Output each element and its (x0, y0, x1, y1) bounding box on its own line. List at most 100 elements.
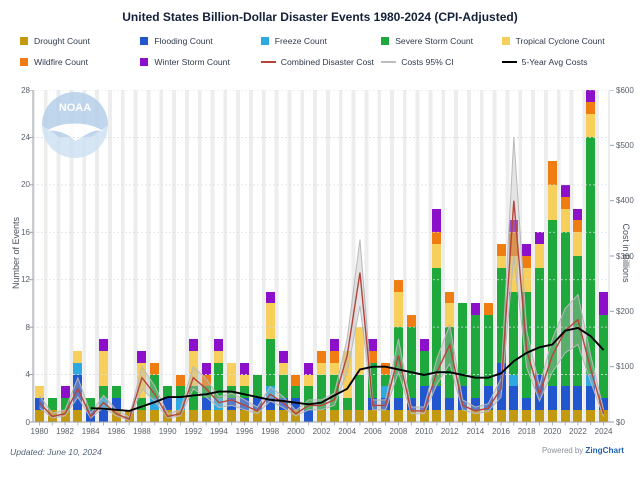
bar-segment-tropical-cyclone-count-2023[interactable] (586, 113, 596, 138)
bar-segment-freeze-count-1994[interactable] (214, 398, 224, 411)
bar-segment-drought-count-2012[interactable] (445, 410, 455, 422)
bar-segment-wildfire-count-2018[interactable] (522, 256, 532, 268)
bar-segment-winter-storm-count-2010[interactable] (419, 339, 429, 351)
bar-segment-drought-count-2014[interactable] (470, 410, 480, 422)
bar-segment-freeze-count-2023[interactable] (586, 374, 596, 387)
bar-segment-winter-storm-count-1982[interactable] (60, 386, 70, 399)
bar-segment-flooding-count-1995[interactable] (227, 398, 237, 411)
bar-segment-tropical-cyclone-count-1994[interactable] (214, 350, 224, 363)
bar-segment-drought-count-1980[interactable] (34, 410, 44, 422)
bar-segment-drought-count-2005[interactable] (355, 410, 365, 422)
legend-item-tropical-cyclone-count[interactable]: Tropical Cyclone Count (501, 36, 622, 46)
bar-segment-winter-storm-count-2011[interactable] (432, 208, 442, 233)
bar-segment-flooding-count-2015[interactable] (483, 386, 493, 411)
bar-segment-drought-count-2018[interactable] (522, 410, 532, 422)
bar-segment-flooding-count-2017[interactable] (509, 386, 519, 411)
bar-segment-flooding-count-2022[interactable] (573, 386, 583, 411)
bar-segment-severe-storm-count-2001[interactable] (304, 386, 314, 411)
bar-segment-severe-storm-count-1988[interactable] (137, 398, 147, 411)
bar-segment-wildfire-count-2007[interactable] (381, 362, 391, 375)
bar-segment-wildfire-count-2008[interactable] (393, 279, 403, 292)
bar-segment-freeze-count-1998[interactable] (265, 386, 275, 399)
legend-item-winter-storm-count[interactable]: Winter Storm Count (140, 57, 260, 67)
bar-segment-drought-count-2006[interactable] (368, 410, 378, 422)
bar-segment-drought-count-2017[interactable] (509, 410, 519, 422)
bar-segment-tropical-cyclone-count-1998[interactable] (265, 303, 275, 339)
bar-segment-drought-count-2007[interactable] (381, 410, 391, 422)
bar-segment-wildfire-count-2022[interactable] (573, 220, 583, 233)
bar-segment-tropical-cyclone-count-2018[interactable] (522, 267, 532, 292)
bar-segment-winter-storm-count-2024[interactable] (599, 291, 609, 316)
bar-segment-flooding-count-2020[interactable] (547, 386, 557, 411)
bar-segment-severe-storm-count-2018[interactable] (522, 291, 532, 399)
bar-segment-severe-storm-count-2002[interactable] (317, 374, 326, 411)
bar-segment-winter-storm-count-1996[interactable] (240, 362, 250, 375)
bar-segment-drought-count-1983[interactable] (73, 410, 83, 422)
bar-segment-severe-storm-count-2009[interactable] (406, 327, 416, 399)
bar-segment-winter-storm-count-1999[interactable] (278, 350, 288, 363)
bar-segment-flooding-count-2013[interactable] (458, 386, 468, 411)
bar-segment-drought-count-1999[interactable] (278, 410, 288, 422)
bar-segment-winter-storm-count-1994[interactable] (214, 339, 224, 351)
bar-segment-winter-storm-count-1988[interactable] (137, 350, 147, 363)
bar-segment-flooding-count-1984[interactable] (86, 410, 96, 422)
bar-segment-drought-count-1987[interactable] (124, 410, 134, 422)
bar-segment-severe-storm-count-2023[interactable] (586, 137, 596, 375)
bar-segment-drought-count-1981[interactable] (47, 410, 57, 422)
bar-segment-drought-count-2023[interactable] (586, 410, 596, 422)
bar-segment-severe-storm-count-1997[interactable] (252, 374, 262, 399)
bar-segment-freeze-count-1991[interactable] (175, 398, 185, 411)
bar-segment-severe-storm-count-1998[interactable] (265, 339, 275, 387)
bar-segment-severe-storm-count-2024[interactable] (599, 315, 609, 399)
bar-segment-wildfire-count-2011[interactable] (432, 232, 442, 245)
bar-segment-drought-count-2024[interactable] (599, 410, 609, 422)
bar-segment-severe-storm-count-1993[interactable] (201, 386, 211, 399)
bar-segment-drought-count-1992[interactable] (188, 410, 198, 422)
bar-segment-winter-storm-count-2018[interactable] (522, 244, 532, 256)
bar-segment-freeze-count-2017[interactable] (509, 374, 519, 387)
bar-segment-wildfire-count-2023[interactable] (586, 101, 596, 114)
bar-segment-winter-storm-count-2021[interactable] (560, 184, 570, 197)
bar-segment-wildfire-count-2000[interactable] (291, 374, 301, 387)
bar-segment-severe-storm-count-1982[interactable] (60, 398, 70, 411)
bar-segment-drought-count-1986[interactable] (111, 410, 121, 422)
bar-segment-flooding-count-2018[interactable] (522, 398, 532, 411)
bar-segment-severe-storm-count-2019[interactable] (534, 267, 544, 375)
bar-segment-drought-count-2000[interactable] (291, 410, 301, 422)
bar-segment-tropical-cyclone-count-1983[interactable] (73, 350, 83, 363)
bar-segment-severe-storm-count-2016[interactable] (496, 267, 506, 363)
bar-segment-tropical-cyclone-count-1995[interactable] (227, 362, 237, 387)
bar-segment-severe-storm-count-1991[interactable] (175, 386, 185, 399)
bar-segment-drought-count-1982[interactable] (60, 410, 70, 422)
bar-segment-winter-storm-count-2022[interactable] (573, 208, 583, 221)
bar-segment-tropical-cyclone-count-2002[interactable] (317, 362, 326, 375)
bar-segment-flooding-count-1986[interactable] (111, 398, 121, 411)
bar-segment-severe-storm-count-2017[interactable] (509, 291, 519, 375)
bar-segment-severe-storm-count-1985[interactable] (99, 386, 109, 399)
bar-segment-freeze-count-2007[interactable] (381, 386, 391, 399)
bar-segment-flooding-count-2011[interactable] (432, 386, 442, 411)
bar-segment-flooding-count-2014[interactable] (470, 398, 480, 411)
bar-segment-flooding-count-2001[interactable] (304, 410, 314, 422)
bar-segment-wildfire-count-2002[interactable] (317, 350, 326, 363)
bar-segment-wildfire-count-2020[interactable] (547, 161, 557, 185)
bar-segment-drought-count-1993[interactable] (201, 410, 211, 422)
legend-item-freeze-count[interactable]: Freeze Count (260, 36, 381, 46)
bar-segment-tropical-cyclone-count-2020[interactable] (547, 184, 557, 221)
bar-segment-tropical-cyclone-count-2017[interactable] (509, 256, 519, 292)
bar-segment-flooding-count-1997[interactable] (252, 398, 262, 411)
bar-segment-flooding-count-2019[interactable] (534, 374, 544, 411)
bar-segment-flooding-count-1983[interactable] (73, 374, 83, 411)
bar-segment-severe-storm-count-1992[interactable] (188, 386, 198, 411)
bar-segment-tropical-cyclone-count-2011[interactable] (432, 244, 442, 268)
bar-segment-drought-count-1988[interactable] (137, 410, 147, 422)
bar-segment-drought-count-2022[interactable] (573, 410, 583, 422)
bar-segment-wildfire-count-2006[interactable] (368, 350, 378, 363)
bar-segment-freeze-count-1989[interactable] (150, 398, 160, 411)
bar-segment-drought-count-1991[interactable] (175, 410, 185, 422)
bar-segment-drought-count-1997[interactable] (252, 410, 262, 422)
bar-segment-wildfire-count-2021[interactable] (560, 196, 570, 209)
bar-segment-severe-storm-count-2022[interactable] (573, 256, 583, 387)
bar-segment-flooding-count-1996[interactable] (240, 398, 250, 411)
bar-segment-wildfire-count-1989[interactable] (150, 362, 160, 375)
